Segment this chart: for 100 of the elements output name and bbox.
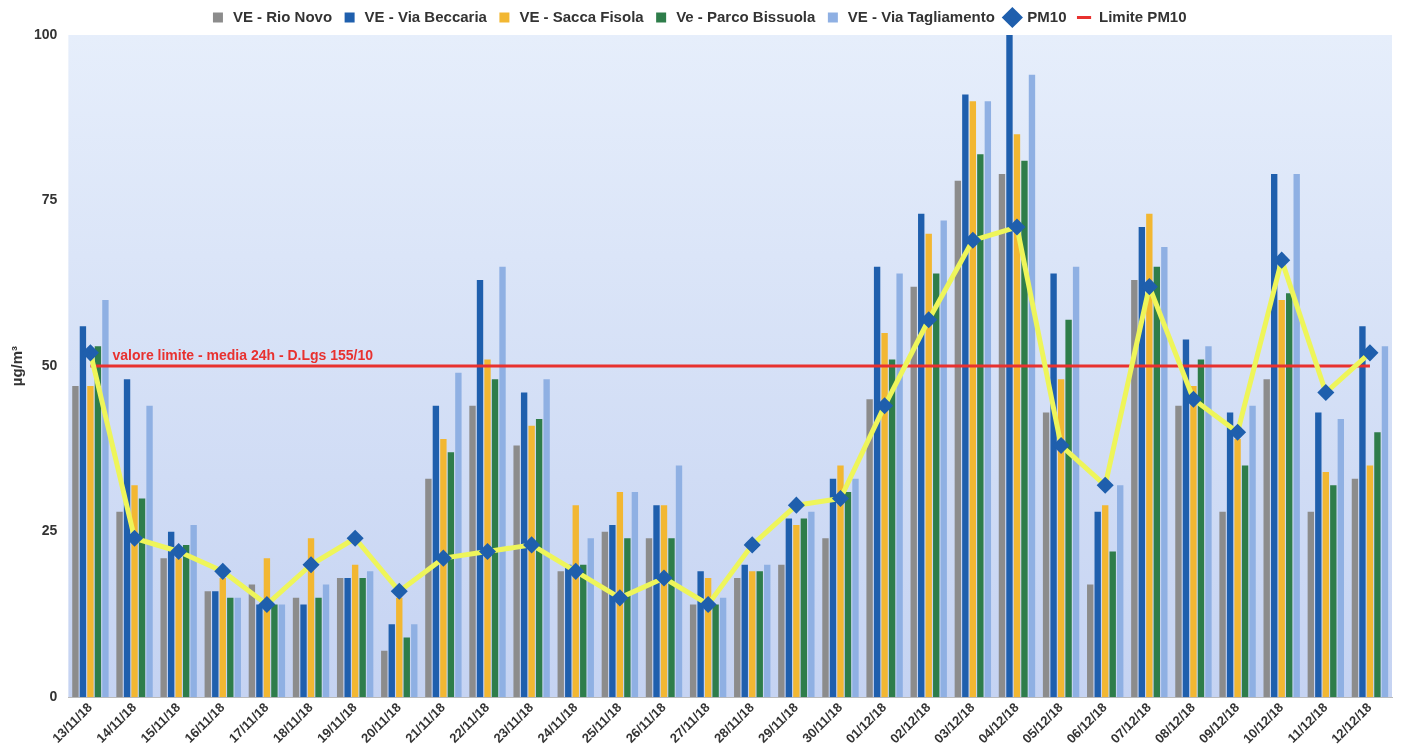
bar [425, 478, 432, 698]
bar [1293, 174, 1300, 698]
bar [1374, 432, 1381, 698]
bar [469, 405, 476, 698]
bar [381, 650, 388, 698]
legend-label: Limite PM10 [1099, 7, 1187, 25]
bar [388, 624, 395, 698]
bar [336, 577, 344, 698]
bar [72, 385, 79, 698]
bar [271, 604, 278, 698]
bar [1330, 485, 1337, 698]
bar [535, 419, 543, 698]
bar [785, 518, 793, 698]
bar [1241, 465, 1249, 698]
bar [1337, 419, 1345, 698]
bar [131, 485, 138, 698]
bar [1307, 511, 1314, 698]
bar [447, 452, 455, 698]
legend-label: VE - Sacca Fisola [519, 7, 645, 25]
legend-label: Ve - Parco Bissuola [676, 7, 817, 25]
bar [1013, 134, 1021, 698]
bar [1263, 379, 1270, 698]
bar [624, 538, 631, 698]
bar [764, 564, 771, 698]
bar [411, 624, 418, 698]
bar [1042, 412, 1050, 698]
bar [977, 154, 984, 698]
bar [852, 478, 859, 698]
bar [778, 564, 785, 698]
bar [712, 604, 719, 698]
bar [689, 604, 697, 698]
bar [741, 564, 748, 698]
bar [116, 511, 123, 698]
bar [513, 445, 520, 698]
bar [1072, 266, 1080, 698]
bar [1094, 511, 1101, 698]
bar [984, 101, 992, 698]
bar [1102, 505, 1109, 698]
bar [719, 597, 727, 698]
bar [1131, 280, 1138, 698]
bar [954, 180, 962, 698]
bar [396, 597, 403, 698]
bar [1322, 472, 1330, 698]
bar [1351, 478, 1359, 698]
bar [756, 571, 763, 698]
bar [146, 405, 153, 698]
y-tick-label: 25 [41, 522, 58, 539]
bar [800, 518, 808, 698]
bar [160, 558, 167, 698]
y-axis-title: µg/m³ [8, 345, 26, 387]
legend-label: VE - Via Tagliamento [847, 7, 995, 25]
bar [351, 564, 359, 698]
bar [219, 577, 226, 698]
bar [749, 571, 756, 698]
bar [102, 299, 109, 698]
bar [645, 538, 653, 698]
bar [888, 359, 896, 698]
bar [1366, 465, 1374, 698]
bar [933, 273, 940, 698]
bar [866, 399, 873, 698]
bar [808, 511, 815, 698]
bar [300, 604, 307, 698]
bar [1117, 485, 1124, 698]
bar [455, 372, 462, 698]
bar [227, 597, 234, 698]
bar [344, 577, 351, 698]
bar [278, 604, 286, 698]
bar [822, 538, 829, 698]
bar [1087, 584, 1094, 698]
bar [366, 571, 374, 698]
bar [601, 531, 609, 698]
bar [925, 233, 932, 698]
bar [675, 465, 683, 698]
bar [1249, 405, 1256, 698]
bar [322, 584, 330, 698]
bar [940, 220, 947, 698]
bar [484, 359, 491, 698]
bar [1175, 405, 1182, 698]
bar [138, 498, 146, 698]
bar [1065, 319, 1072, 698]
bar [969, 101, 977, 698]
y-tick-label: 75 [41, 191, 58, 208]
bar [212, 591, 219, 698]
bar [1381, 346, 1389, 698]
bar [998, 174, 1006, 698]
bar [190, 525, 197, 698]
bar [528, 425, 535, 698]
bar [175, 558, 182, 698]
bar [1028, 74, 1036, 698]
annotation: valore limite - media 24h - D.Lgs 155/10 [112, 346, 374, 363]
legend-label: PM10 [1027, 7, 1067, 25]
bar [1286, 293, 1293, 698]
bar [631, 491, 639, 698]
bar [668, 538, 675, 698]
bar [403, 637, 410, 698]
bar [1021, 160, 1028, 698]
bar [359, 577, 366, 698]
legend-label: VE - Rio Novo [232, 7, 333, 25]
bar [87, 385, 94, 698]
bar [734, 577, 741, 698]
